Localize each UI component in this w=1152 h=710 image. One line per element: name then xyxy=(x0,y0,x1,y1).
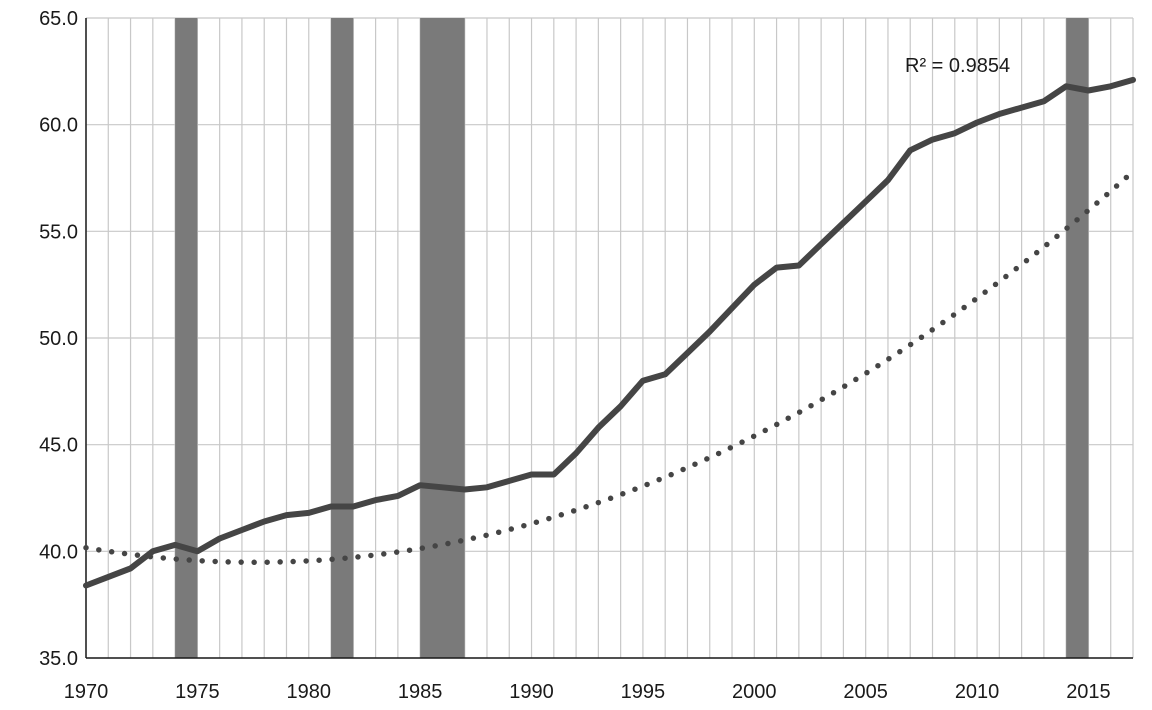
x-tick-label: 1985 xyxy=(398,681,443,703)
y-tick-label: 55.0 xyxy=(39,221,78,243)
x-tick-label: 1975 xyxy=(175,681,220,703)
x-tick-label: 2000 xyxy=(732,681,777,703)
y-tick-label: 65.0 xyxy=(39,8,78,30)
shaded-period-band xyxy=(175,18,198,658)
y-tick-label: 40.0 xyxy=(39,541,78,563)
axes xyxy=(85,18,1133,659)
x-tick-label: 1990 xyxy=(509,681,554,703)
y-tick-label: 60.0 xyxy=(39,115,78,137)
tick-labels: 35.0 40.0 45.0 50.0 55.0 60.0 65.0 1970 1975 1980… xyxy=(39,8,1111,703)
y-tick-label: 50.0 xyxy=(39,328,78,350)
data-line-solid xyxy=(83,76,1136,589)
trendline-dotted xyxy=(83,168,1136,566)
shaded-period-band xyxy=(420,18,465,658)
shaded-period-band xyxy=(1066,18,1089,658)
x-tick-label: 2015 xyxy=(1066,681,1111,703)
series-lines xyxy=(83,76,1136,589)
x-tick-label: 1980 xyxy=(287,681,332,703)
shaded-period-band xyxy=(331,18,354,658)
x-tick-label: 2010 xyxy=(955,681,1000,703)
shaded-periods xyxy=(175,18,1089,658)
y-tick-label: 45.0 xyxy=(39,435,78,457)
y-tick-label: 35.0 xyxy=(39,648,78,670)
r-squared-annotation: R² = 0.9854 xyxy=(905,55,1010,77)
x-tick-label: 1970 xyxy=(64,681,109,703)
x-tick-label: 2005 xyxy=(843,681,888,703)
x-tick-label: 1995 xyxy=(621,681,666,703)
